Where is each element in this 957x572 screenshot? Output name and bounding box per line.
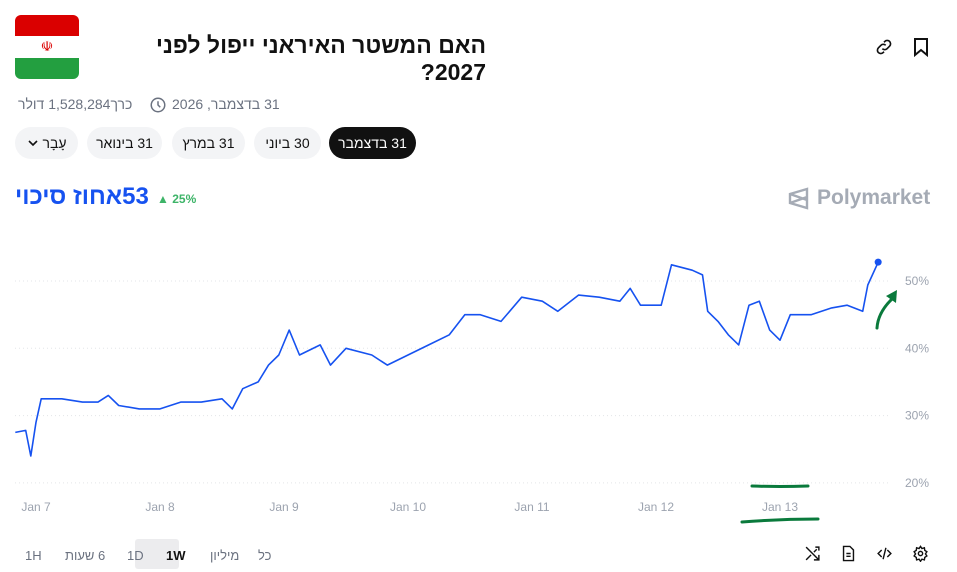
tab-jan-31[interactable]: 31 בינואר [87,127,162,159]
x-tick-label: Jan 8 [145,500,175,514]
volume: כרך1,528,284 דולר [18,96,133,112]
range-1d[interactable]: 1D [127,548,144,563]
tab-label: 31 בינואר [96,135,153,151]
annotation-arrowhead [886,290,897,303]
x-tick-label: Jan 7 [21,500,51,514]
polymarket-icon [788,187,809,210]
change-value: 25% [172,192,197,206]
x-tick-label: Jan 9 [269,500,299,514]
shuffle-icon[interactable] [804,545,821,562]
tab-jun-30[interactable]: 30 ביוני [254,127,321,159]
annotation-arrow [875,296,895,330]
price-line [15,261,879,457]
annotation-underline [740,517,820,524]
tab-label: 31 בדצמבר [338,135,407,151]
page-title: האם המשטר האיראני ייפול לפני 2027? [156,32,486,85]
brand-name: Polymarket [817,186,931,209]
triangle-up-icon: ▲ [157,192,169,206]
code-icon[interactable] [876,545,893,562]
iran-flag: ☫ [15,15,79,79]
chevron-down-icon [27,140,38,147]
y-tick-label: 50% [905,274,929,288]
document-icon[interactable] [841,545,856,562]
range-1h[interactable]: 1H [25,548,42,563]
y-tick-label: 30% [905,409,929,423]
tab-past[interactable]: עָבָר [15,127,78,159]
probability: 53אחוז סיכוי [15,183,149,210]
tab-mar-31[interactable]: 31 במרץ [172,127,245,159]
tab-label: עָבָר [42,135,67,151]
x-tick-label: Jan 12 [638,500,674,514]
annotation-underline [750,484,810,488]
link-icon[interactable] [874,37,894,57]
last-point-marker [874,258,882,266]
x-tick-label: Jan 11 [514,500,549,514]
clock-icon [150,97,166,113]
tab-label: 31 במרץ [182,135,235,151]
range-6h[interactable]: 6 שעות [65,548,106,563]
gear-icon[interactable] [912,545,929,562]
bookmark-icon[interactable] [912,37,930,57]
tab-dec-31[interactable]: 31 בדצמבר [329,127,416,159]
end-date: 31 בדצמבר, 2026 [172,96,280,112]
selected-range-highlight [135,539,179,569]
y-tick-label: 40% [905,341,929,355]
range-1w[interactable]: 1W [166,548,186,563]
y-tick-label: 20% [905,476,929,490]
x-tick-label: Jan 13 [762,500,798,514]
range-all[interactable]: כל [258,548,272,563]
range-1m[interactable]: מיליון [210,548,240,563]
price-chart: 20% 30% 40% 50% Jan 7 Jan 8 Jan 9 Jan 10 Jan 11 J… [15,258,929,524]
x-tick-label: Jan 10 [390,500,426,514]
tab-label: 30 ביוני [265,135,310,151]
polymarket-logo: Polymarket [787,186,930,210]
change-badge: ▲ 25% [157,192,196,206]
